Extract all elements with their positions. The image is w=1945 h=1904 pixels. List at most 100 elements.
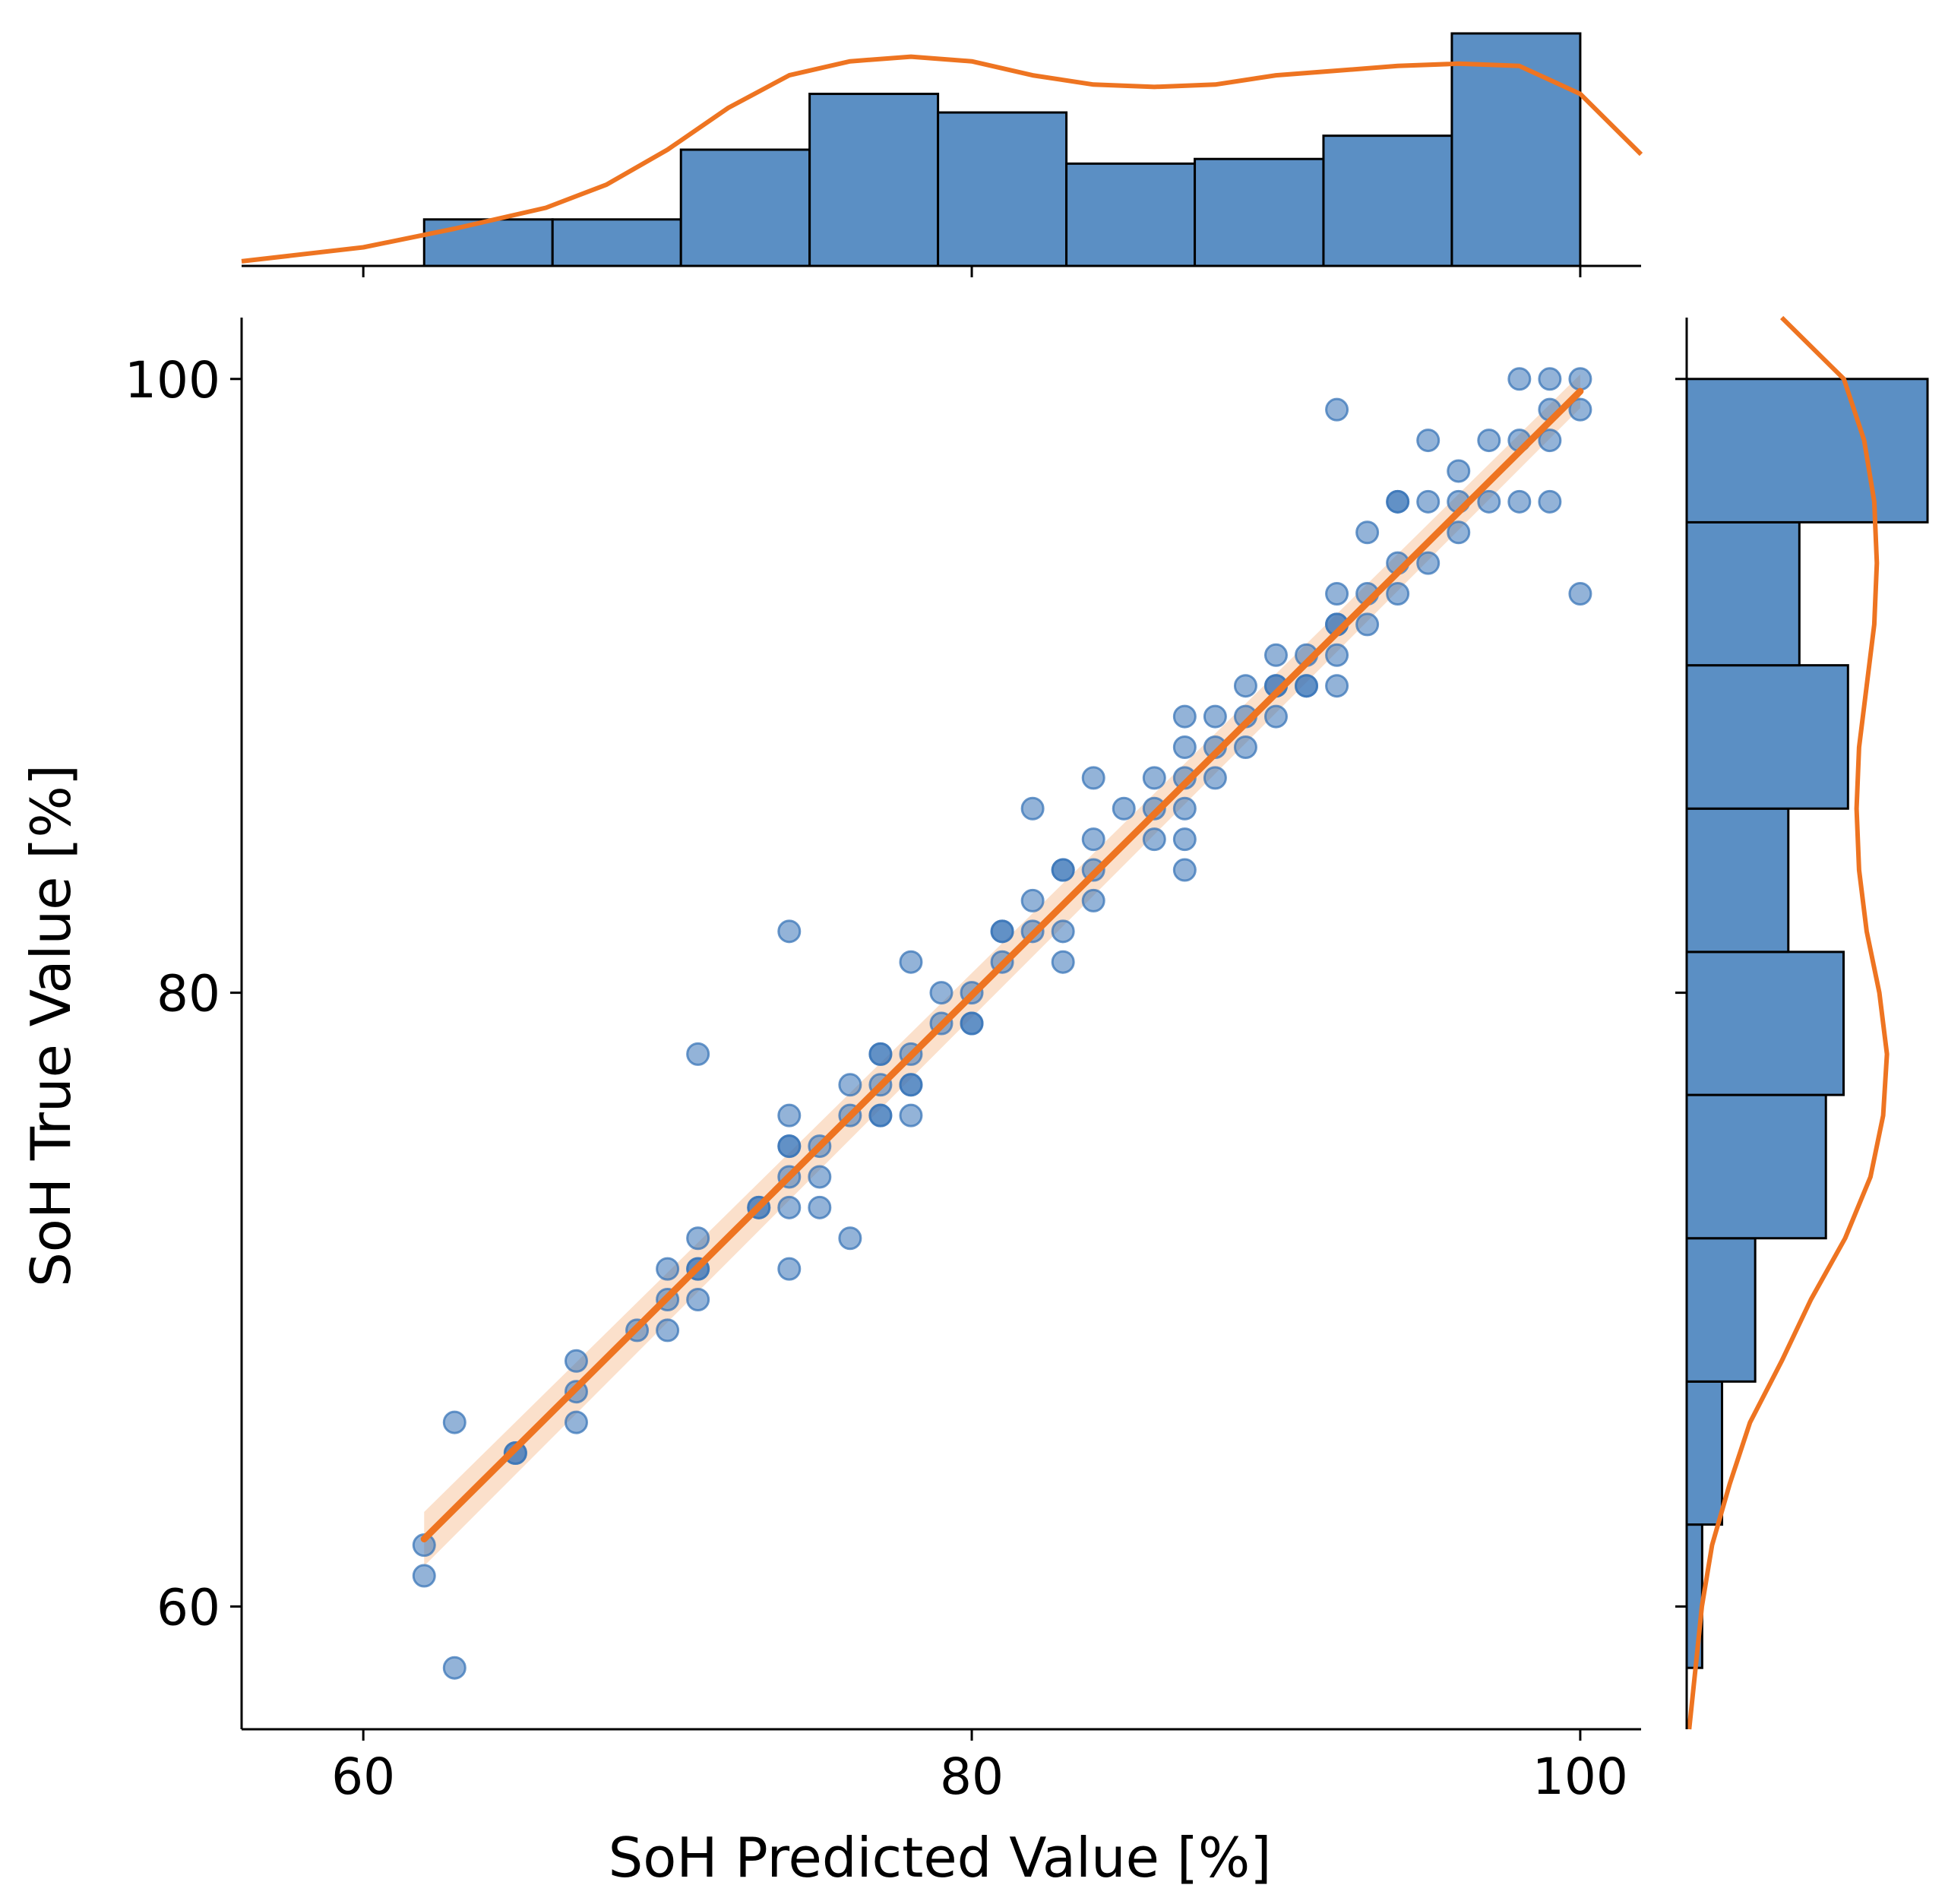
scatter-point [1477,489,1501,514]
scatter-point [1538,429,1562,453]
scatter-point [1172,704,1197,729]
scatter-point [656,1257,680,1281]
scatter-point [1051,858,1075,882]
scatter-point [1477,429,1501,453]
scatter-point [1416,429,1441,453]
scatter-point [868,1042,893,1066]
scatter-point [838,1073,862,1097]
y-tick-label: 100 [125,351,220,410]
scatter-point [1507,489,1532,514]
scatter-point [1538,367,1562,391]
x-hist-bar [1065,162,1197,267]
scatter-point [686,1226,710,1251]
scatter-point [1020,796,1045,821]
scatter-point [442,1656,466,1680]
x-kde-curve [241,54,1643,264]
x-tick-label: 80 [940,1747,1004,1806]
scatter-point [1203,704,1227,729]
scatter-point [1203,766,1227,790]
y-hist-bar [1685,378,1929,523]
y-hist-bar [1685,1380,1724,1526]
scatter-point [777,1103,802,1128]
scatter-point [1416,551,1441,575]
scatter-point [1355,612,1380,637]
scatter-point [1081,827,1105,852]
x-hist-bar [1450,32,1582,267]
scatter-point [1568,582,1592,606]
x-hist-bar [551,218,682,267]
scatter-point [899,950,923,974]
scatter-point [564,1349,588,1373]
scatter-point [1020,888,1045,912]
scatter-point [1447,520,1471,545]
x-marginal-histogram [241,32,1643,277]
scatter-point [960,1011,984,1036]
scatter-point [686,1042,710,1066]
scatter-point [1233,674,1257,698]
x-hist-bar [679,148,811,267]
scatter-panel: 60 80 100 60 80 100 [125,318,1641,1806]
y-tick-label: 80 [157,965,220,1023]
scatter-point [1416,489,1441,514]
scatter-point [1507,367,1532,391]
x-tick-label: 100 [1532,1747,1628,1806]
scatter-point [1355,520,1380,545]
scatter-point [838,1226,862,1251]
scatter-point [1142,766,1166,790]
y-hist-bar [1685,664,1849,810]
scatter-point [564,1410,588,1434]
scatter-point [1263,643,1288,667]
scatter-point [656,1318,680,1343]
x-axis-label: SoH Predicted Value [%] [609,1826,1272,1890]
scatter-point [1172,796,1197,821]
y-kde-curve [1687,315,1890,1730]
scatter-point [1051,919,1075,944]
scatter-point [899,1073,923,1097]
y-hist-bar [1685,1237,1757,1383]
scatter-point [412,1564,436,1588]
scatter-point [1172,858,1197,882]
scatter-point [777,1195,802,1219]
scatter-point [777,1134,802,1159]
scatter-point [1568,367,1592,391]
scatter-point [1233,735,1257,759]
scatter-point [1112,796,1136,821]
y-hist-bar [1685,950,1845,1096]
scatter-point [1325,397,1349,422]
x-hist-bar [1194,157,1325,267]
scatter-point [777,919,802,944]
scatter-point [1295,674,1319,698]
x-tick-label: 60 [331,1747,395,1806]
scatter-point [1447,459,1471,483]
regression-line [420,387,1584,1543]
y-marginal-histogram [1675,315,1929,1730]
scatter-point [1172,735,1197,759]
y-hist-bar [1685,1093,1827,1240]
scatter-point [1142,827,1166,852]
x-hist-bar [808,93,940,267]
scatter-point [1081,766,1105,790]
scatter-point [990,919,1014,944]
scatter-point [1386,489,1410,514]
y-hist-bar [1685,807,1790,954]
x-hist-bar [937,111,1068,267]
scatter-point [777,1257,802,1281]
scatter-point [1538,489,1562,514]
x-hist-bar [422,218,554,267]
x-hist-bar [1322,134,1453,267]
y-hist-bar [1685,520,1801,667]
scatter-point [808,1195,832,1219]
y-axis-label: SoH True Value [%] [19,764,83,1287]
scatter-point [1172,827,1197,852]
scatter-point [899,1103,923,1128]
scatter-point [1142,796,1166,821]
scatter-point [1081,888,1105,912]
y-tick-label: 60 [157,1578,220,1637]
scatter-point [1325,582,1349,606]
scatter-point [442,1410,466,1434]
scatter-point [1568,397,1592,422]
scatter-point [868,1103,893,1128]
scatter-point [686,1288,710,1312]
scatter-point [1051,950,1075,974]
